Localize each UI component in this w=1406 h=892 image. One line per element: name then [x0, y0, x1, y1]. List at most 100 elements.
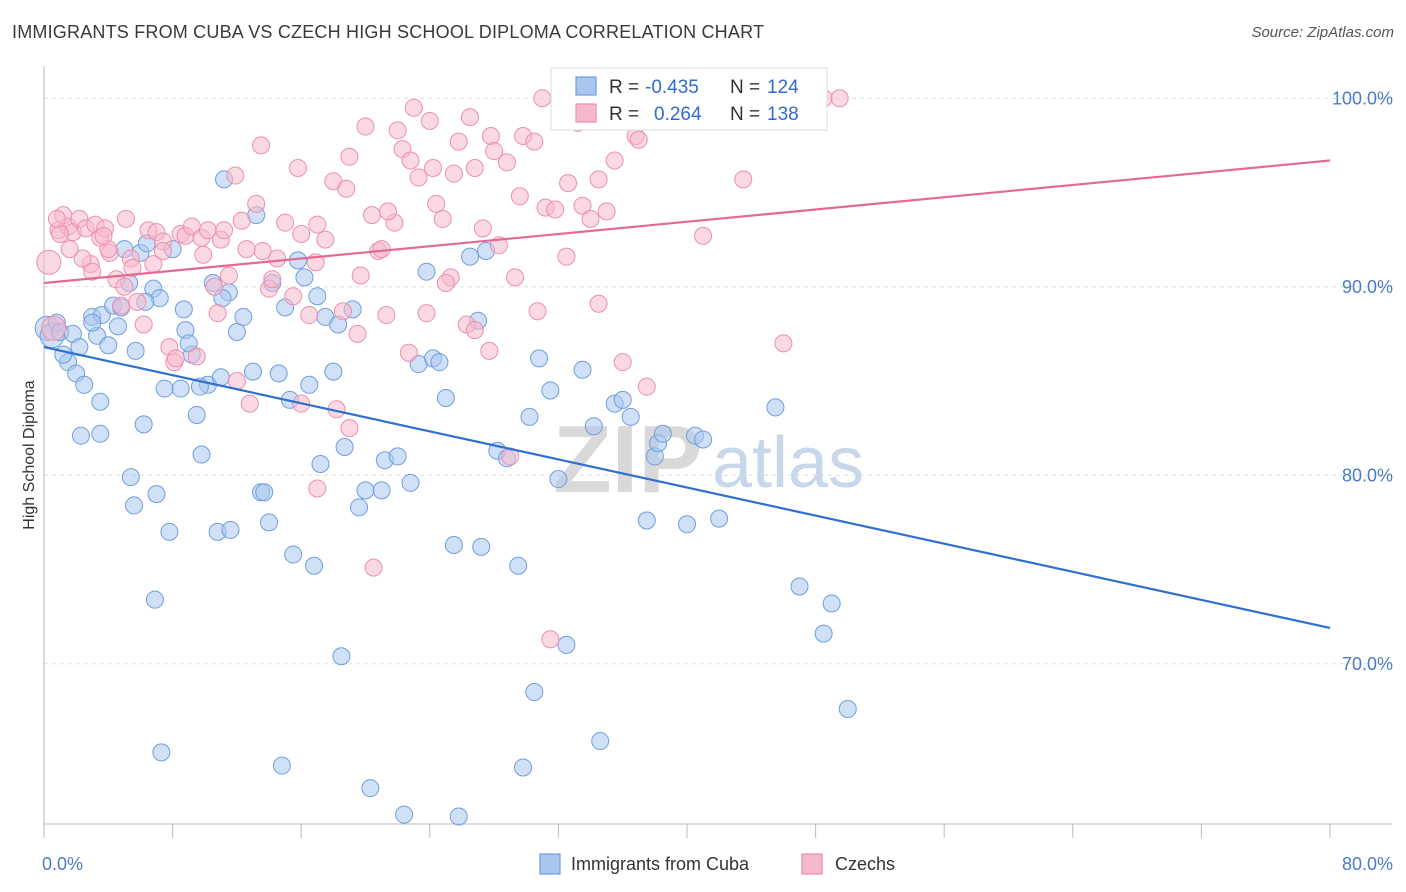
czech-point-15: [116, 209, 135, 228]
czech-point-108: [60, 240, 79, 259]
czech-point-39: [268, 249, 287, 268]
cuba-point-8: [75, 375, 94, 394]
cuba-point-78: [573, 360, 592, 379]
cuba-point-117: [272, 756, 291, 775]
czech-point-141: [559, 174, 578, 193]
cuba-point-58: [388, 447, 407, 466]
trendline-cuba: [43, 346, 1331, 630]
cuba-point-13: [99, 336, 118, 355]
cuba-point-122: [472, 537, 491, 556]
czech-point-41: [284, 287, 303, 306]
cuba-point-108: [71, 426, 90, 445]
cuba-point-119: [449, 807, 468, 826]
czech-point-77: [581, 209, 600, 228]
y-tick-label-0: 70.0%: [1342, 654, 1393, 674]
chart-source: Source: ZipAtlas.com: [1251, 24, 1394, 41]
czech-point-40: [276, 213, 295, 232]
czech-point-111: [388, 121, 407, 140]
czech-point-34: [232, 211, 251, 230]
czech-point-132: [153, 241, 172, 260]
bottom-legend-cuba-label: Immigrants from Cuba: [571, 854, 750, 874]
czech-point-59: [424, 159, 443, 178]
cuba-point-76: [549, 470, 568, 489]
czech-point-139: [436, 274, 455, 293]
cuba-point-126: [179, 334, 198, 353]
cuba-point-116: [361, 779, 380, 798]
czech-point-60: [433, 209, 452, 228]
czech-point-78: [589, 170, 608, 189]
czech-point-127: [427, 194, 446, 213]
czech-point-134: [94, 226, 113, 245]
czech-point-33: [226, 166, 245, 185]
cuba-point-71: [509, 556, 528, 575]
czech-point-45: [316, 230, 335, 249]
czech-point-106: [83, 262, 102, 281]
cuba-point-56: [356, 481, 375, 500]
czech-point-95: [340, 419, 359, 438]
czech-point-57: [409, 168, 428, 187]
bottom-legend-czech-label: Czechs: [835, 854, 895, 874]
cuba-point-111: [108, 317, 127, 336]
czech-point-131: [194, 245, 213, 264]
cuba-point-107: [91, 424, 110, 443]
legend-czech-n-label: N =: [730, 104, 760, 125]
czech-point-102: [166, 349, 185, 368]
cuba-point-65: [444, 536, 463, 555]
cuba-point-121: [308, 287, 327, 306]
cuba-point-118: [152, 743, 171, 762]
czech-point-48: [340, 147, 359, 166]
cuba-point-64: [436, 388, 455, 407]
x-tick-label-1: 80.0%: [1342, 854, 1393, 874]
czech-point-90: [774, 334, 793, 353]
trendline-czech: [43, 159, 1331, 285]
czech-point-125: [337, 179, 356, 198]
cuba-point-61: [417, 262, 436, 281]
czech-point-53: [377, 306, 396, 325]
cuba-point-80: [591, 732, 610, 751]
czech-point-51: [362, 206, 381, 225]
cuba-point-49: [311, 454, 330, 473]
czech-point-68: [497, 153, 516, 172]
czech-point-85: [694, 226, 713, 245]
cuba-point-37: [234, 307, 253, 326]
czech-point-116: [485, 142, 504, 161]
czech-point-97: [308, 479, 327, 498]
cuba-point-53: [335, 438, 354, 456]
czech-point-117: [533, 89, 552, 108]
czech-point-65: [473, 219, 492, 238]
cuba-point-100: [160, 522, 179, 541]
gridlines: [44, 97, 1392, 665]
czech-point-0: [36, 249, 62, 275]
legend-cuba-swatch: [575, 76, 597, 96]
czech-point-130: [215, 221, 234, 240]
cuba-point-82: [613, 390, 632, 409]
czech-point-109: [51, 224, 70, 243]
cuba-point-90: [694, 430, 713, 449]
cuba-point-48: [300, 375, 319, 394]
bottom-legend-cuba-swatch: [539, 853, 561, 875]
bottom-legend-czech-swatch: [801, 853, 823, 875]
czech-point-80: [613, 353, 632, 372]
cuba-point-47: [295, 268, 314, 287]
czech-point-35: [240, 394, 259, 413]
cuba-point-74: [530, 349, 549, 368]
czech-point-30: [205, 277, 224, 296]
cuba-point-66: [460, 247, 479, 266]
cuba-point-73: [525, 683, 544, 702]
czech-point-89: [830, 89, 849, 108]
czech-point-27: [187, 347, 206, 366]
czech-point-58: [417, 304, 436, 323]
czech-point-62: [449, 132, 468, 151]
czech-point-142: [528, 302, 547, 321]
czech-point-99: [263, 270, 282, 289]
czech-point-86: [734, 170, 753, 189]
cuba-point-92: [766, 398, 785, 417]
czech-point-79: [597, 202, 616, 221]
axes: [43, 66, 1392, 838]
czech-point-126: [372, 240, 391, 259]
chart-title: IMMIGRANTS FROM CUBA VS CZECH HIGH SCHOO…: [12, 22, 765, 42]
czech-point-133: [115, 277, 134, 296]
legend-czech-n-value: 138: [767, 104, 799, 125]
bottom-legend: Immigrants from Cuba Czechs: [539, 853, 895, 875]
